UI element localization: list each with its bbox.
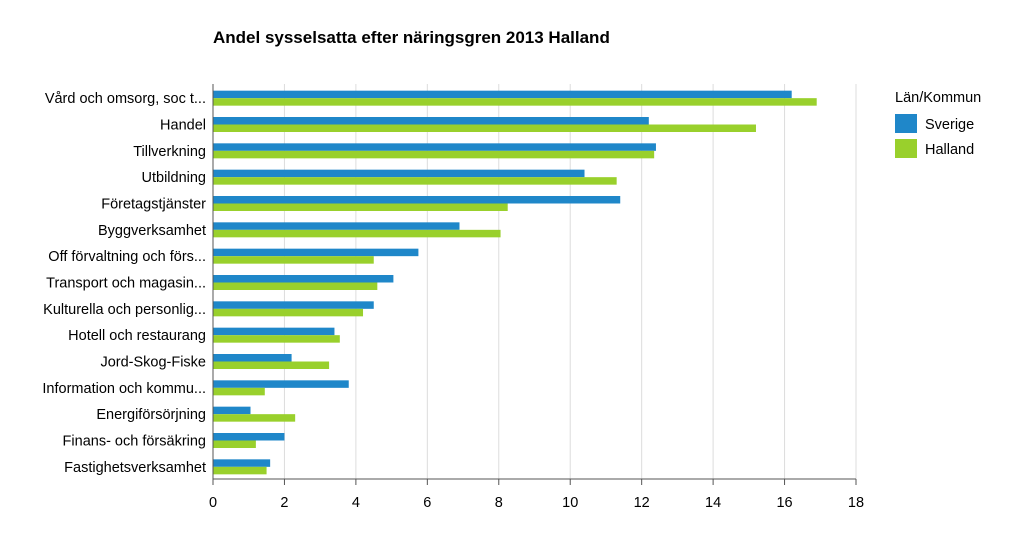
category-label: Byggverksamhet (98, 223, 206, 239)
bar-sverige (213, 196, 621, 204)
x-tick-label: 6 (423, 495, 431, 511)
x-tick-label: 2 (280, 495, 288, 511)
bar-halland (213, 256, 374, 264)
category-label: Finans- och försäkring (63, 434, 206, 450)
bar-halland (213, 98, 817, 106)
bar-halland (213, 150, 655, 159)
bar-halland (213, 229, 501, 238)
bar-halland (213, 466, 267, 475)
bar-halland (213, 361, 330, 369)
bar-sverige (213, 222, 460, 230)
legend-swatch-sverige (895, 114, 917, 133)
bar-sverige (213, 459, 271, 467)
bar-halland (213, 414, 296, 422)
bars (213, 90, 817, 475)
bar-halland (213, 440, 256, 448)
bar-sverige (213, 380, 349, 388)
category-label: Kulturella och personlig... (43, 302, 206, 318)
chart-title: Andel sysselsatta efter näringsgren 2013… (213, 28, 610, 47)
category-label: Handel (160, 118, 206, 134)
x-tick-label: 16 (776, 495, 792, 511)
x-axis: 0 2 4 6 8 10 12 14 16 18 (209, 84, 864, 511)
bar-halland (213, 335, 340, 343)
legend: Län/Kommun Sverige Halland (895, 90, 981, 158)
bar-sverige (213, 406, 251, 415)
category-label: Fastighetsverksamhet (64, 460, 206, 476)
category-label: Jord-Skog-Fiske (100, 355, 206, 371)
bar-halland (213, 387, 265, 396)
legend-title: Län/Kommun (895, 90, 981, 106)
x-tick-label: 18 (848, 495, 864, 511)
category-labels: Vård och omsorg, soc t... Handel Tillverkn… (42, 91, 206, 476)
category-label: Hotell och restaurang (68, 328, 206, 344)
legend-swatch-halland (895, 139, 917, 158)
bar-halland (213, 177, 617, 185)
bar-sverige (213, 275, 394, 283)
category-label: Tillverkning (133, 144, 206, 160)
x-tick-label: 12 (634, 495, 650, 511)
bar-sverige (213, 143, 656, 151)
legend-label-halland: Halland (925, 142, 974, 158)
x-tick-label: 4 (352, 495, 360, 511)
x-tick-label: 14 (705, 495, 721, 511)
category-label: Vård och omsorg, soc t... (45, 91, 206, 107)
x-tick-label: 0 (209, 495, 217, 511)
x-tick-label: 10 (562, 495, 578, 511)
category-label: Off förvaltning och förs... (48, 249, 206, 265)
bar-sverige (213, 117, 649, 125)
bar-halland (213, 203, 508, 211)
bar-halland (213, 308, 364, 317)
x-tick-label: 8 (495, 495, 503, 511)
category-label: Transport och magasin... (46, 276, 206, 292)
bar-halland (213, 282, 378, 290)
category-label: Information och kommu... (42, 381, 206, 397)
bar-halland (213, 124, 756, 132)
bar-sverige (213, 327, 335, 336)
bar-sverige (213, 433, 285, 441)
bar-sverige (213, 248, 419, 257)
legend-label-sverige: Sverige (925, 117, 974, 133)
bar-sverige (213, 354, 292, 362)
category-label: Utbildning (142, 170, 207, 186)
category-label: Företagstjänster (101, 197, 206, 213)
bar-sverige (213, 301, 374, 309)
category-label: Energiförsörjning (96, 407, 206, 423)
bar-sverige (213, 169, 585, 178)
bar-sverige (213, 90, 792, 99)
